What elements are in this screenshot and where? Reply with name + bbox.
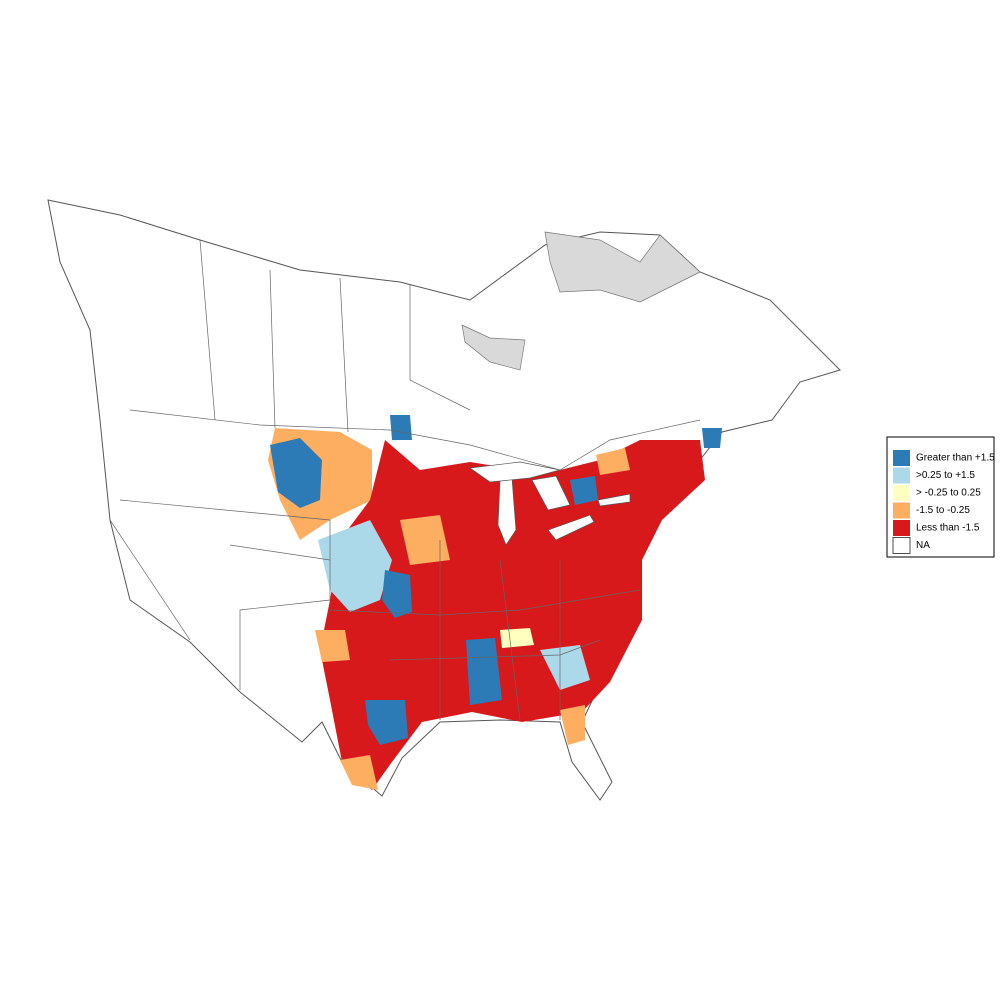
data-cells [268, 415, 722, 790]
region-cell [596, 448, 630, 475]
region-cell [270, 438, 322, 508]
legend-label: Less than -1.5 [916, 523, 980, 534]
legend-swatch [892, 537, 911, 554]
region-cell [570, 476, 598, 505]
region-cell [500, 628, 534, 648]
lake [531, 475, 571, 511]
lake [469, 461, 561, 483]
border-line [329, 589, 641, 616]
legend-label: Greater than +1.5 [916, 453, 995, 464]
region-cell [466, 638, 502, 705]
region-cell [540, 645, 590, 690]
na-region [461, 324, 526, 371]
border-line [409, 285, 471, 411]
border-line [109, 519, 191, 641]
legend-label: -1.5 to -0.25 [916, 505, 970, 516]
region-cell [315, 630, 350, 662]
legend-label: >0.25 to +1.5 [916, 470, 975, 481]
lake [597, 493, 631, 507]
lake [547, 514, 595, 541]
border-line [269, 269, 276, 429]
border-line [119, 499, 331, 690]
region-cell [702, 428, 722, 448]
region-cell [390, 415, 412, 440]
legend-swatch [893, 520, 910, 536]
border-line [339, 277, 349, 433]
region-cell [382, 570, 412, 618]
region-cell [400, 515, 450, 565]
legend-swatch [893, 502, 910, 519]
na-region [544, 231, 701, 303]
lakes [469, 461, 631, 546]
legend-swatch [893, 467, 910, 484]
region-cell [365, 700, 408, 745]
border-line [129, 409, 701, 471]
border-line [499, 559, 521, 721]
region-cell [340, 755, 378, 790]
region-cell [560, 705, 585, 745]
legend: Greater than +1.5 >0.25 to +1.5 > -0.25 to… [886, 436, 995, 558]
region-cell [318, 520, 392, 612]
legend-swatch [893, 485, 910, 501]
legend-swatch [893, 450, 910, 466]
border-line [199, 239, 216, 421]
borders [109, 239, 701, 721]
legend-label: > -0.25 to 0.25 [916, 488, 981, 499]
legend-label: NA [916, 540, 930, 551]
border-line [229, 544, 331, 561]
